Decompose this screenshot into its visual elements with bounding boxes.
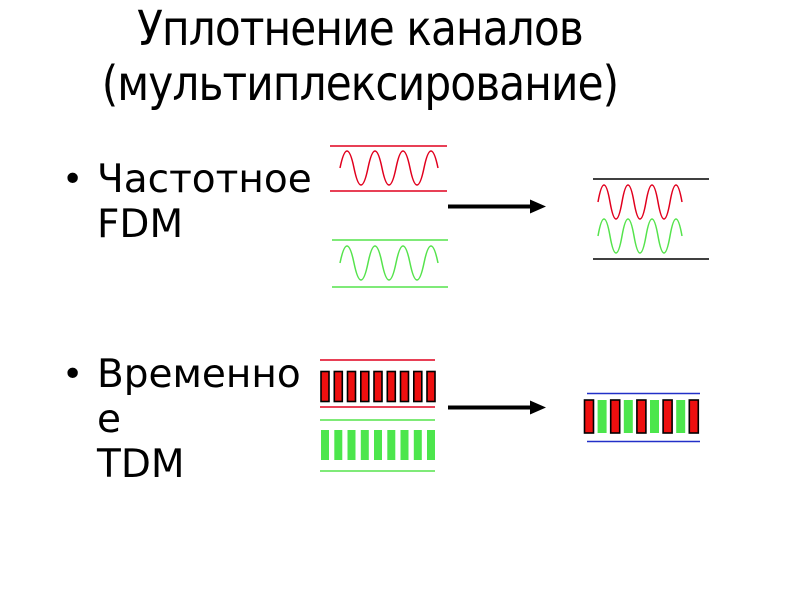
tdm-label-abbr: TDM: [97, 442, 185, 487]
tdm-output-green-pulse: [676, 400, 686, 433]
tdm-green-pulse: [387, 430, 396, 460]
tdm-output-green-pulse: [650, 400, 659, 433]
tdm-output-red-pulse: [662, 399, 673, 434]
tdm-output-red-pulse: [609, 399, 621, 434]
bullet-dot: •: [62, 159, 84, 200]
fdm-input-channel-red: [330, 145, 447, 192]
tdm-input-channel-green: [320, 419, 435, 472]
tdm-green-pulse: [427, 430, 435, 460]
slide-title-line1: Уплотнение каналов: [137, 1, 584, 57]
fdm-green-sine-wave: [339, 245, 439, 281]
tdm-output-channel: [583, 392, 700, 443]
tdm-red-pulse: [333, 370, 344, 403]
tdm-output-red-pulse: [688, 399, 700, 434]
fdm-output-green-sine-wave: [597, 218, 683, 254]
slide-title-line2: (мультиплексирование): [101, 56, 619, 112]
tdm-green-pulse: [374, 430, 382, 460]
tdm-arrow-head: [530, 400, 546, 415]
tdm-green-pulse: [360, 430, 369, 460]
tdm-red-pulse: [412, 370, 423, 403]
tdm-red-pulse: [320, 370, 330, 403]
tdm-label-russian-line2: е: [97, 397, 121, 442]
tdm-output-green-pulse: [623, 400, 633, 433]
tdm-green-pulse: [400, 430, 409, 460]
tdm-red-pulse: [386, 370, 397, 403]
tdm-red-pulse: [399, 370, 410, 403]
tdm-red-pulse: [373, 370, 383, 403]
tdm-output-green-pulse: [597, 400, 607, 433]
tdm-green-pulse: [334, 430, 343, 460]
tdm-input-channel-red: [320, 359, 436, 408]
tdm-red-pulse: [359, 370, 370, 403]
fdm-label-russian: Частотное: [97, 157, 312, 202]
fdm-output-red-sine-wave: [597, 184, 683, 220]
slide-title: Уплотнение каналов (мультиплексирование): [43, 2, 677, 112]
tdm-label-russian-line1: Временно: [97, 352, 301, 397]
fdm-red-sine-wave: [339, 150, 439, 186]
bullet-text-fdm: Частотное FDM: [97, 157, 312, 247]
tdm-red-pulse: [426, 370, 436, 403]
tdm-green-pulse: [347, 430, 356, 460]
fdm-input-channel-green: [332, 239, 448, 288]
tdm-green-pulse: [413, 430, 422, 460]
bullet-item-tdm: • Временно е TDM: [62, 352, 301, 487]
tdm-red-pulse-train: [320, 370, 436, 403]
tdm-arrow: [448, 400, 546, 415]
fdm-arrow: [448, 199, 546, 214]
tdm-green-pulse: [321, 430, 329, 460]
bullet-text-tdm: Временно е TDM: [97, 352, 301, 487]
tdm-red-pulse: [346, 370, 357, 403]
fdm-label-abbr: FDM: [97, 202, 184, 247]
bullet-dot: •: [62, 354, 84, 395]
bullet-item-fdm: • Частотное FDM: [62, 157, 312, 247]
tdm-output-red-pulse: [636, 399, 647, 434]
fdm-output-channel: [593, 178, 709, 260]
tdm-green-pulse-train: [321, 430, 435, 460]
fdm-arrow-head: [530, 199, 546, 214]
tdm-output-red-pulse: [583, 399, 595, 434]
tdm-output-interleaved-pulses: [583, 399, 700, 434]
